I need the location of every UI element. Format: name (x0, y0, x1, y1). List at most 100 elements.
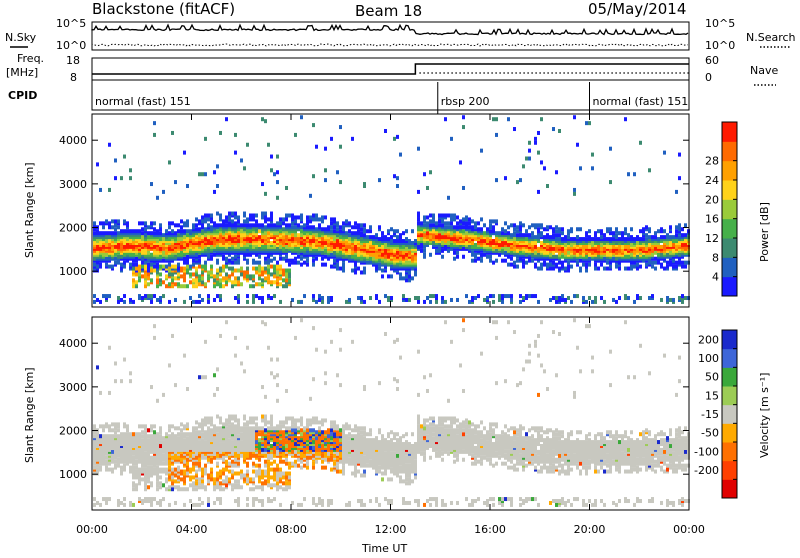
power-cell (102, 221, 105, 225)
power-cell (669, 241, 672, 245)
power-cell (363, 267, 366, 271)
power-cell (537, 151, 540, 155)
power-cell (327, 225, 330, 229)
power-cell (114, 219, 117, 223)
power-cell (168, 272, 171, 276)
power-cell (339, 125, 342, 129)
power-cell (552, 227, 555, 231)
power-cell (276, 170, 279, 174)
power-cell (318, 217, 321, 221)
power-cell (681, 261, 684, 265)
power-cell (201, 172, 204, 176)
velocity-cell (99, 424, 102, 428)
velocity-cell (105, 460, 108, 464)
power-cell (258, 261, 261, 265)
velocity-cell (210, 428, 213, 432)
power-cell (669, 298, 672, 302)
power-cell (180, 274, 183, 278)
power-cell (444, 225, 447, 229)
velocity-cell (171, 468, 174, 472)
power-cell (375, 233, 378, 237)
power-cell (453, 225, 456, 229)
power-cell (465, 215, 468, 219)
power-cell (537, 223, 540, 227)
power-cell (243, 212, 246, 216)
velocity-cell (135, 466, 138, 470)
velocity-cell (219, 481, 222, 485)
velocity-cell (147, 438, 150, 442)
power-cell (585, 263, 588, 267)
power-cell (255, 267, 258, 271)
power-cell (273, 269, 276, 273)
power-cell (96, 229, 99, 233)
velocity-cell (135, 483, 138, 487)
velocity-cell (204, 440, 207, 444)
power-cell (660, 235, 663, 239)
velocity-cell (216, 426, 219, 430)
power-cell (603, 233, 606, 237)
power-cell (669, 225, 672, 229)
power-cell (543, 227, 546, 231)
velocity-cell (150, 385, 153, 389)
power-cell (363, 233, 366, 237)
power-cell (234, 269, 237, 273)
power-cell (213, 274, 216, 278)
power-cell (252, 294, 255, 298)
velocity-cell (105, 456, 108, 460)
power-cell (288, 263, 291, 267)
power-cell (171, 229, 174, 233)
power-cell (93, 231, 96, 235)
power-cell (273, 257, 276, 261)
power-cell (264, 261, 267, 265)
power-cell (117, 231, 120, 235)
power-cell (438, 223, 441, 227)
power-cell (396, 251, 399, 255)
power-cell (264, 212, 267, 216)
power-cell (198, 172, 201, 176)
power-cell (228, 274, 231, 278)
velocity-cell (195, 487, 198, 491)
velocity-cell (105, 434, 108, 438)
power-cell (174, 298, 177, 302)
power-cell (453, 257, 456, 261)
power-cell (204, 137, 207, 141)
power-cell (522, 164, 525, 168)
power-cell (483, 298, 486, 302)
power-cell (363, 182, 366, 186)
power-cell (240, 229, 243, 233)
velocity-cell (129, 432, 132, 436)
power-cell (189, 229, 192, 233)
power-cell (663, 267, 666, 271)
power-cell (144, 265, 147, 269)
velocity-cell (207, 497, 210, 501)
power-cell (195, 278, 198, 282)
power-cell (333, 217, 336, 221)
power-cell (405, 261, 408, 265)
power-cell (222, 269, 225, 273)
power-cell (300, 229, 303, 233)
power-cell (363, 223, 366, 227)
power-cell (243, 223, 246, 227)
velocity-cell (177, 432, 180, 436)
power-cell (216, 294, 219, 298)
power-cell (513, 247, 516, 251)
power-cell (489, 229, 492, 233)
power-cell (597, 229, 600, 233)
power-cell (342, 263, 345, 267)
velocity-cell (105, 466, 108, 470)
power-cell (381, 235, 384, 239)
velocity-cell (162, 454, 165, 458)
power-cell (420, 221, 423, 225)
power-cell (639, 296, 642, 300)
power-cell (126, 229, 129, 233)
nsky-label: N.Sky (5, 31, 37, 44)
power-cell (390, 296, 393, 300)
power-cell (417, 212, 420, 216)
power-cell (471, 259, 474, 263)
power-cell (276, 278, 279, 282)
power-cell (93, 300, 96, 304)
power-cell (135, 272, 138, 276)
velocity-cell (192, 503, 195, 507)
velocity-cell (195, 470, 198, 474)
velocity-cell (117, 499, 120, 503)
